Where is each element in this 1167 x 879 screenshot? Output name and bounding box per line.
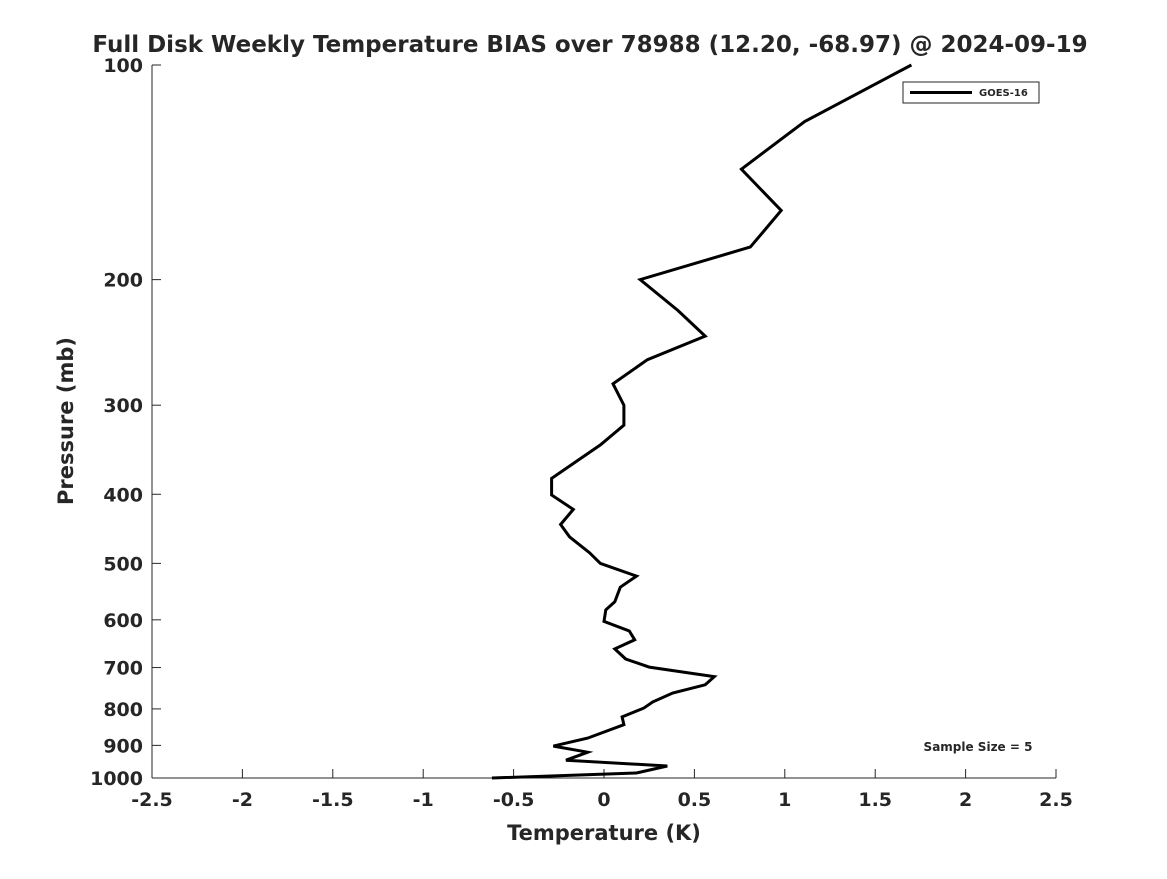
x-tick-label: 2.5 bbox=[1039, 789, 1073, 811]
chart-title: Full Disk Weekly Temperature BIAS over 7… bbox=[92, 32, 1087, 58]
y-tick-label: 100 bbox=[103, 55, 143, 77]
series-line-goes-16 bbox=[492, 65, 912, 778]
axes: -2.5 -2 -1.5 -1 -0.5 0 0.5 1 1.5 2 2.5 100 200 300 400… bbox=[90, 55, 1073, 811]
x-axis-label: Temperature (K) bbox=[507, 821, 701, 845]
x-tick-label: 0 bbox=[597, 789, 610, 811]
x-tick-label: -2.5 bbox=[131, 789, 173, 811]
x-tick-label: -0.5 bbox=[493, 789, 535, 811]
y-tick-label: 800 bbox=[103, 699, 143, 721]
x-tick-label: -2 bbox=[232, 789, 253, 811]
y-tick-label: 500 bbox=[103, 553, 143, 575]
y-tick-label: 1000 bbox=[90, 768, 143, 790]
y-axis-label: Pressure (mb) bbox=[54, 337, 78, 505]
y-tick-label: 300 bbox=[103, 395, 143, 417]
y-tick-label: 700 bbox=[103, 658, 143, 680]
x-tick-label: -1 bbox=[413, 789, 434, 811]
legend-label-goes-16: GOES-16 bbox=[979, 88, 1028, 99]
y-tick-label: 200 bbox=[103, 270, 143, 292]
x-tick-label: 1.5 bbox=[858, 789, 892, 811]
legend: GOES-16 bbox=[903, 82, 1039, 103]
x-tick-label: 0.5 bbox=[678, 789, 712, 811]
y-tick-label: 900 bbox=[103, 735, 143, 757]
series-group bbox=[492, 65, 912, 778]
y-tick-label: 600 bbox=[103, 610, 143, 632]
x-tick-label: 2 bbox=[959, 789, 972, 811]
y-tick-label: 400 bbox=[103, 484, 143, 506]
sample-size-annotation: Sample Size = 5 bbox=[924, 740, 1033, 754]
x-tick-label: 1 bbox=[778, 789, 791, 811]
x-tick-label: -1.5 bbox=[312, 789, 354, 811]
